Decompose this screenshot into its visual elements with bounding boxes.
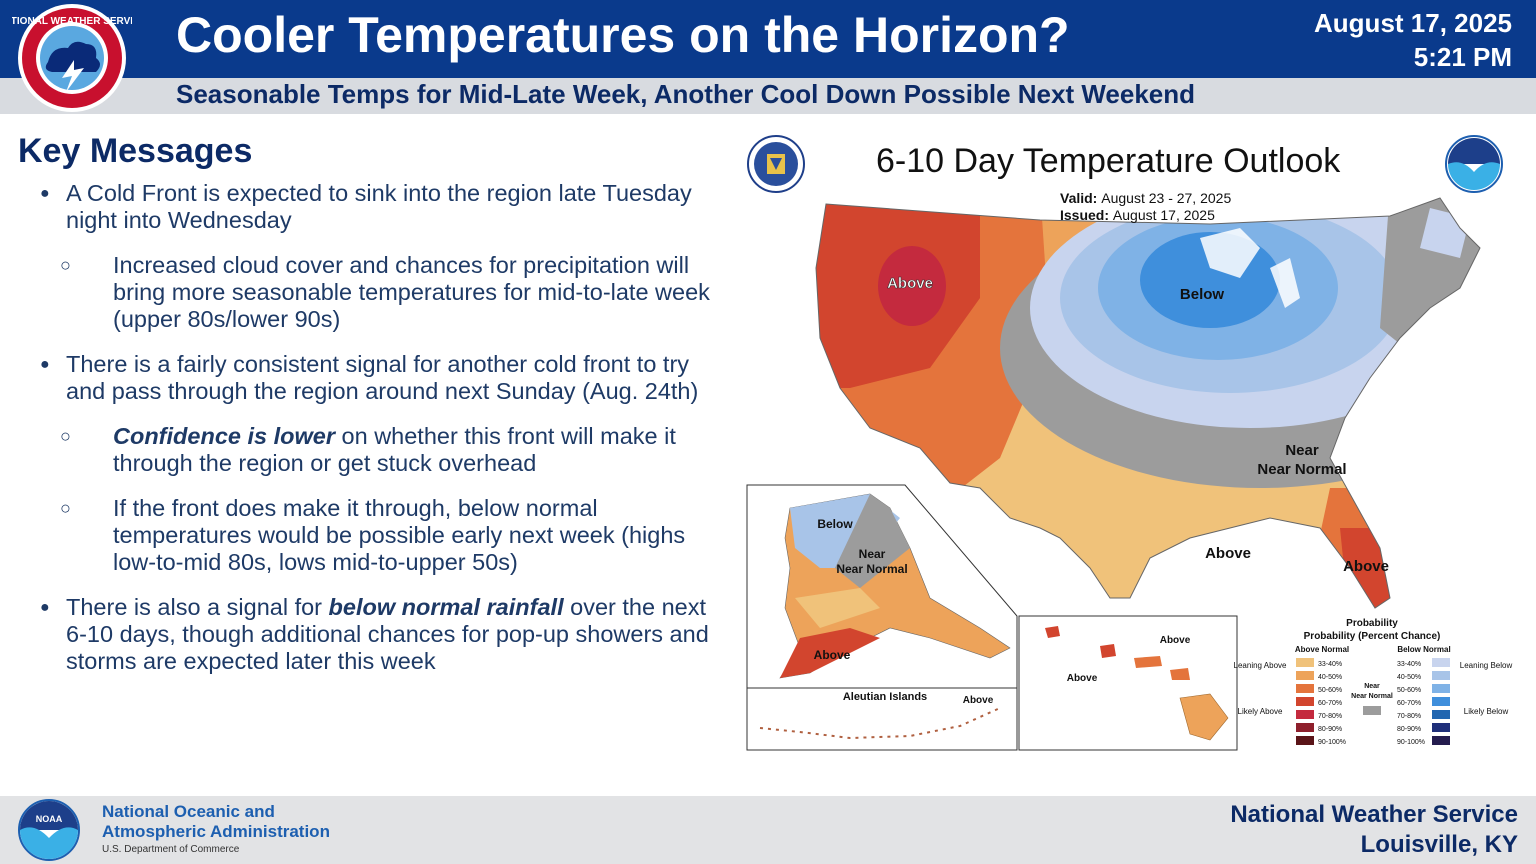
legend-above-header: Above Normal [1295, 645, 1349, 654]
header-subbanner [0, 78, 1536, 114]
legend-above-swatch [1296, 658, 1314, 667]
legend-below-range: 40-50% [1397, 674, 1421, 681]
bullet-rainfall: There is also a signal for below normal … [40, 594, 720, 675]
legend-below-swatch [1432, 671, 1450, 680]
nws-office: National Weather Service Louisville, KY [1230, 800, 1518, 860]
org-line3: U.S. Department of Commerce [102, 844, 240, 855]
legend-near-label: Near Normal [1351, 693, 1393, 700]
legend-below-swatch [1432, 736, 1450, 745]
nws-logo: NATIONAL WEATHER SERVICE [12, 4, 132, 112]
legend-leaning-below: Leaning Below [1460, 661, 1513, 670]
footer: NOAA National Oceanic and Atmospheric Ad… [0, 796, 1536, 864]
legend-above-swatch [1296, 723, 1314, 732]
key-messages-list: A Cold Front is expected to sink into th… [40, 180, 720, 693]
legend-below-range: 50-60% [1397, 687, 1421, 694]
issue-date: August 17, 2025 [1314, 8, 1512, 38]
valid-label: Valid: [1060, 190, 1098, 206]
valid-value: August 23 - 27, 2025 [1101, 190, 1232, 206]
subbullet-below-normal: If the front does make it through, below… [40, 495, 720, 576]
doc-seal-icon [747, 135, 805, 193]
confidence-text: on whether this front will make it throu… [113, 423, 676, 476]
nws-line2: Louisville, KY [1360, 831, 1518, 858]
label-ak-near: Near Normal [836, 562, 907, 576]
legend-above-swatch [1296, 697, 1314, 706]
label-above-south: Above [1205, 545, 1251, 562]
issue-datetime: August 17, 2025 5:21 PM [1314, 6, 1512, 74]
legend-above-range: 40-50% [1318, 674, 1342, 681]
legend-above-range: 80-90% [1318, 726, 1342, 733]
outlook-map-graphic: Above Below Near Near Normal Above Above… [746, 135, 1513, 751]
issue-time: 5:21 PM [1413, 42, 1512, 72]
rainfall-emphasis: below normal rainfall [328, 594, 564, 620]
alaska-inset: Below Near Near Normal Above Aleutian Is… [746, 484, 1018, 751]
legend-above-swatch [1296, 736, 1314, 745]
nws-line1: National Weather Service [1230, 801, 1518, 828]
legend-below-header: Below Normal [1397, 645, 1450, 654]
legend-below-range: 60-70% [1397, 700, 1421, 707]
legend-likely-below: Likely Below [1464, 707, 1509, 716]
legend-likely-above: Likely Above [1238, 707, 1283, 716]
rainfall-pre: There is also a signal for [66, 594, 329, 620]
legend-above-range: 60-70% [1318, 700, 1342, 707]
legend-above-range: 90-100% [1318, 739, 1346, 746]
temperature-outlook-map: Above Below Near Near Normal Above Above… [740, 128, 1520, 758]
nws-logo-text: NATIONAL WEATHER SERVICE [12, 16, 132, 27]
label-near-normal: Near Normal [1257, 461, 1346, 478]
label-hi-above1: Above [1160, 635, 1191, 646]
legend-below-range: 70-80% [1397, 713, 1421, 720]
legend-below-swatch [1432, 710, 1450, 719]
aleutian-title: Aleutian Islands [843, 691, 927, 703]
rainfall-post: over the next 6-10 days, though addition… [66, 594, 709, 674]
noaa-logo-text: NOAA [36, 814, 63, 824]
legend-above-swatch [1296, 671, 1314, 680]
legend-title: Probability (Percent Chance) [1304, 631, 1441, 642]
probability-legend: Probability Probability (Percent Chance)… [1234, 618, 1513, 746]
header: NATIONAL WEATHER SERVICE Cooler Temperat… [0, 0, 1536, 114]
legend-leaning-above: Leaning Above [1234, 661, 1287, 670]
legend-below-range: 33-40% [1397, 661, 1421, 668]
legend-above-range: 33-40% [1318, 661, 1342, 668]
label-near-normal-1: Near [1285, 442, 1319, 459]
legend-below-range: 90-100% [1397, 739, 1425, 746]
label-ak-near-1: Near [859, 547, 886, 561]
noaa-org-name: National Oceanic and Atmospheric Adminis… [102, 802, 330, 842]
legend-below-swatch [1432, 723, 1450, 732]
legend-near-1: Near [1364, 683, 1380, 690]
confidence-emphasis: Confidence is lower [113, 423, 335, 449]
label-above-west: Above [887, 275, 933, 292]
key-messages-heading: Key Messages [18, 132, 253, 170]
legend-below-swatch [1432, 697, 1450, 706]
legend-above-range: 50-60% [1318, 687, 1342, 694]
label-hi-above2: Above [1067, 673, 1098, 684]
label-ak-below: Below [817, 517, 853, 531]
legend-below-range: 80-90% [1397, 726, 1421, 733]
label-ak-above: Above [814, 648, 851, 662]
legend-below-swatch [1432, 658, 1450, 667]
legend-below-swatch [1432, 684, 1450, 693]
hawaii-inset: Above Above [1018, 615, 1238, 751]
issued-value: August 17, 2025 [1112, 207, 1215, 223]
subbullet-cloud-cover: Increased cloud cover and chances for pr… [40, 252, 720, 333]
legend-above-range: 70-80% [1318, 713, 1342, 720]
label-below-midwest: Below [1180, 286, 1225, 303]
label-aleutian-above: Above [963, 695, 994, 706]
legend-above-swatch [1296, 684, 1314, 693]
org-line2: Atmospheric Administration [102, 822, 330, 841]
label-above-florida: Above [1343, 558, 1389, 575]
map-valid-dates: Valid: August 23 - 27, 2025 Issued: Augu… [1060, 190, 1231, 224]
subbullet-confidence: Confidence is lower on whether this fron… [40, 423, 720, 477]
bullet-cold-front: A Cold Front is expected to sink into th… [40, 180, 720, 234]
legend-above-swatch [1296, 710, 1314, 719]
noaa-logo-icon [1445, 135, 1503, 193]
page-subtitle: Seasonable Temps for Mid-Late Week, Anot… [176, 79, 1196, 109]
legend-near-swatch [1363, 706, 1381, 715]
map-title: 6-10 Day Temperature Outlook [876, 142, 1341, 180]
bullet-second-front: There is a fairly consistent signal for … [40, 351, 720, 405]
page-title: Cooler Temperatures on the Horizon? [176, 7, 1070, 63]
issued-label: Issued: [1060, 207, 1110, 223]
header-banner [0, 0, 1536, 78]
org-line1: National Oceanic and [102, 802, 275, 821]
noaa-footer-logo-icon: NOAA [18, 799, 80, 861]
legend-title-1: Probability [1346, 618, 1398, 629]
